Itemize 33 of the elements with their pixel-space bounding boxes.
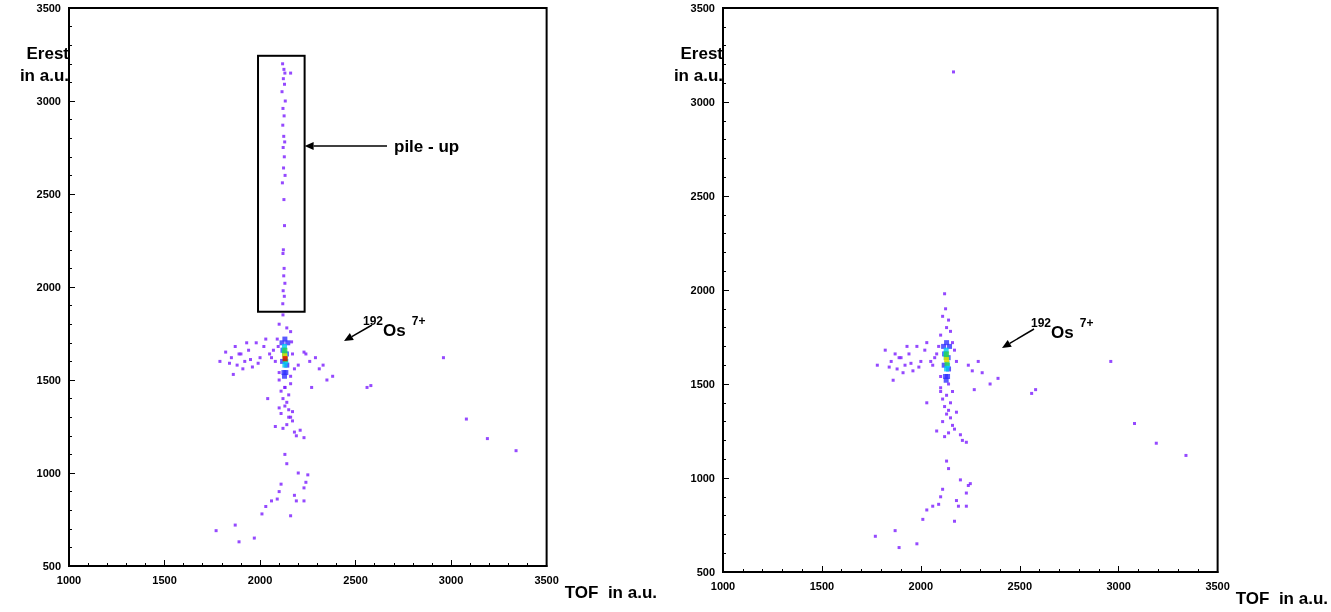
x-tick-label: 2500: [343, 573, 368, 586]
annotation: pile - up: [394, 137, 460, 156]
y-tick-label: 1500: [36, 374, 61, 386]
y-tick-label: 500: [42, 560, 61, 572]
x-tick-label: 1500: [152, 573, 177, 586]
x-tick-label: 3000: [1106, 579, 1131, 592]
x-tick-label: 3000: [438, 573, 464, 586]
annotation: $^{192}$Os$^{7+}$: [363, 314, 426, 340]
y-tick-label: 2000: [36, 281, 61, 293]
y-tick-label: 1000: [36, 467, 61, 479]
x-tick-label: 3500: [1205, 579, 1230, 592]
x-tick-label: 2500: [1007, 579, 1033, 592]
x-tick-label: 1000: [56, 573, 82, 586]
y-tick-label: 1000: [690, 472, 715, 484]
y-tick-label: 500: [696, 566, 715, 578]
y-tick-label: 3500: [690, 2, 715, 14]
y-axis-title: Erest in a.u.: [673, 43, 724, 85]
y-tick-label: 2500: [36, 188, 61, 200]
x-tick-label: 2000: [908, 579, 934, 592]
x-axis-title: TOF in a.u.: [1235, 589, 1328, 608]
x-tick-label: 3500: [534, 573, 559, 586]
x-tick-label: 1000: [710, 579, 736, 592]
y-axis-title: Erest in a.u.: [19, 43, 70, 85]
y-tick-label: 1500: [690, 378, 715, 390]
y-tick-label: 2000: [690, 284, 715, 296]
y-tick-label: 3000: [690, 96, 715, 108]
annotation: $^{192}$Os$^{7+}$: [1031, 316, 1094, 342]
y-tick-label: 3500: [36, 2, 61, 14]
x-tick-label: 2000: [247, 573, 273, 586]
y-tick-label: 2500: [690, 190, 715, 202]
x-tick-label: 1500: [809, 579, 835, 592]
x-axis-title: TOF in a.u.: [564, 583, 657, 602]
y-tick-label: 3000: [36, 95, 61, 107]
